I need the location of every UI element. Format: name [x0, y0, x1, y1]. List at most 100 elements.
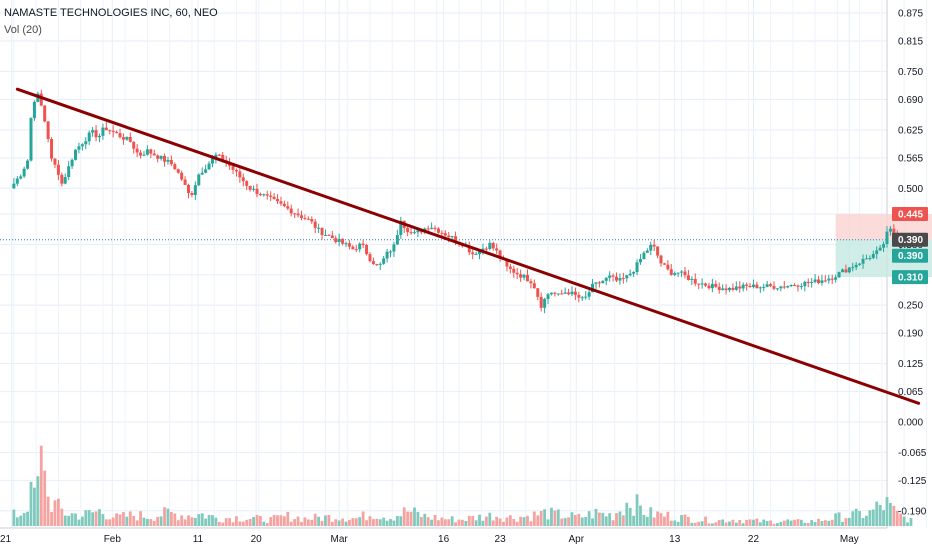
candle-body: [26, 160, 30, 169]
price-tag-label: 0.310: [898, 273, 923, 284]
volume-bar: [851, 511, 855, 526]
volume-bar: [217, 521, 221, 526]
candle-body: [635, 262, 639, 272]
candle-body: [745, 284, 749, 286]
volume-bar: [830, 519, 834, 526]
candle-body: [265, 194, 269, 196]
volume-bar: [87, 510, 91, 526]
candle-body: [875, 250, 879, 254]
volume-bar: [443, 519, 447, 526]
candle-body: [724, 288, 728, 291]
price-tick-label: 0.500: [898, 184, 923, 195]
volume-bar: [365, 520, 368, 526]
candle-body: [426, 228, 430, 230]
volume-bar: [669, 520, 673, 526]
volume-bar: [330, 521, 334, 526]
candle-body: [659, 255, 663, 264]
volume-bar: [139, 511, 142, 526]
price-tags: 0.445 0.390 0.390 0.310: [892, 206, 928, 285]
volume-bar: [854, 508, 858, 526]
time-axis[interactable]: 21Feb1120Mar1623Apr1322May11: [0, 534, 932, 545]
candle-body: [200, 172, 204, 175]
volume-bar: [310, 519, 314, 526]
candle-body: [104, 127, 108, 131]
candle-body: [74, 149, 78, 160]
volume-bar: [604, 516, 608, 526]
candle-body: [382, 258, 386, 264]
volume-bar: [484, 516, 488, 526]
candle-body: [748, 285, 752, 288]
volume-bar: [878, 504, 882, 526]
volume-bar: [731, 519, 735, 526]
candle-body: [666, 264, 670, 270]
volume-bar: [94, 511, 98, 526]
candle-body: [645, 250, 649, 253]
volume-bar: [358, 517, 362, 526]
candle-body: [591, 283, 595, 293]
candle-body: [375, 264, 379, 266]
candle-body: [80, 144, 84, 147]
volume-bar: [810, 520, 814, 526]
candle-body: [762, 286, 766, 288]
candle-body: [118, 133, 122, 138]
volume-bar: [625, 502, 629, 526]
candle-body: [221, 154, 225, 161]
volume-bar: [687, 516, 690, 526]
volume-bar: [53, 500, 57, 526]
volume-bar: [317, 516, 321, 526]
candle-body: [512, 268, 516, 273]
candle-body: [669, 269, 673, 275]
volume-bar: [228, 518, 231, 526]
price-tag-label: 0.445: [898, 209, 923, 220]
candle-body: [888, 228, 892, 232]
trend-line[interactable]: [15, 87, 921, 405]
volume-bar: [115, 513, 118, 526]
volume-bar: [889, 502, 892, 526]
candle-body: [625, 275, 629, 279]
candle-body: [680, 271, 684, 273]
volume-bar: [406, 511, 410, 526]
candle-body: [416, 230, 420, 233]
price-tag-box: [892, 206, 928, 221]
volume-bar: [235, 516, 238, 526]
volume-bar: [800, 519, 803, 526]
candle-body: [447, 235, 451, 238]
volume-bar: [728, 521, 731, 526]
candle-body: [187, 184, 191, 194]
candle-body: [97, 135, 101, 138]
volume-indicator-label[interactable]: Vol (20): [4, 24, 42, 36]
candle-body: [115, 131, 119, 134]
volume-bar: [36, 476, 40, 526]
volume-bar: [399, 516, 403, 526]
price-tick-label: 0.750: [898, 67, 923, 78]
volume-bar: [871, 509, 875, 526]
volume-bar: [252, 517, 255, 526]
volume-bar: [498, 518, 502, 526]
volume-bar: [351, 518, 355, 526]
candle-body: [570, 291, 574, 295]
candle-body: [837, 272, 841, 278]
volume-bar: [632, 515, 636, 526]
candle-body: [676, 272, 680, 274]
candle-body: [152, 153, 156, 156]
volume-bar: [221, 522, 225, 526]
candle-body: [454, 236, 458, 242]
candle-body: [395, 235, 399, 245]
volume-bar: [481, 520, 485, 526]
volume-bar: [680, 515, 683, 526]
candle-body: [813, 279, 817, 282]
volume-bar: [241, 521, 245, 526]
candle-body: [597, 282, 601, 284]
candle-body: [101, 127, 105, 136]
candle-body: [758, 287, 762, 289]
volume-bar: [902, 516, 906, 526]
volume-bar: [306, 519, 310, 526]
time-tick-label: 11: [193, 534, 204, 545]
candle-body: [29, 118, 33, 161]
volume-bar: [505, 517, 509, 526]
candle-body: [128, 136, 132, 142]
candle-body: [50, 139, 54, 159]
volume-bar: [426, 517, 430, 526]
candle-body: [683, 271, 687, 276]
